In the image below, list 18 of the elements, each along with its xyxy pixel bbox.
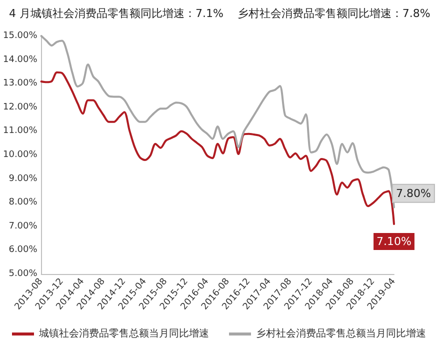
data-label: 7.80%: [396, 186, 431, 200]
y-tick-label: 5.00%: [8, 269, 38, 279]
legend-label: 城镇社会消费品零售总额当月同比增速: [38, 328, 209, 340]
legend-label: 乡村社会消费品零售总额当月同比增速: [256, 328, 426, 340]
y-tick-label: 7.00%: [8, 221, 38, 232]
y-tick-label: 9.00%: [8, 174, 38, 184]
chart-title: 4 月城镇社会消费品零售额同比增速：7.1% 乡村社会消费品零售额同比增速：7.8%: [9, 7, 430, 20]
y-tick-label: 6.00%: [8, 245, 38, 256]
y-tick-label: 10.00%: [2, 150, 38, 160]
y-tick-label: 11.00%: [2, 126, 38, 136]
line-series: [40, 35, 395, 208]
y-tick-label: 14.00%: [2, 54, 38, 65]
y-tick-label: 13.00%: [2, 78, 38, 89]
y-tick-label: 15.00%: [2, 31, 38, 41]
y-tick-label: 8.00%: [8, 198, 38, 208]
y-tick-label: 12.00%: [2, 102, 38, 112]
data-label: 7.10%: [376, 235, 412, 248]
line-series: [40, 71, 395, 226]
